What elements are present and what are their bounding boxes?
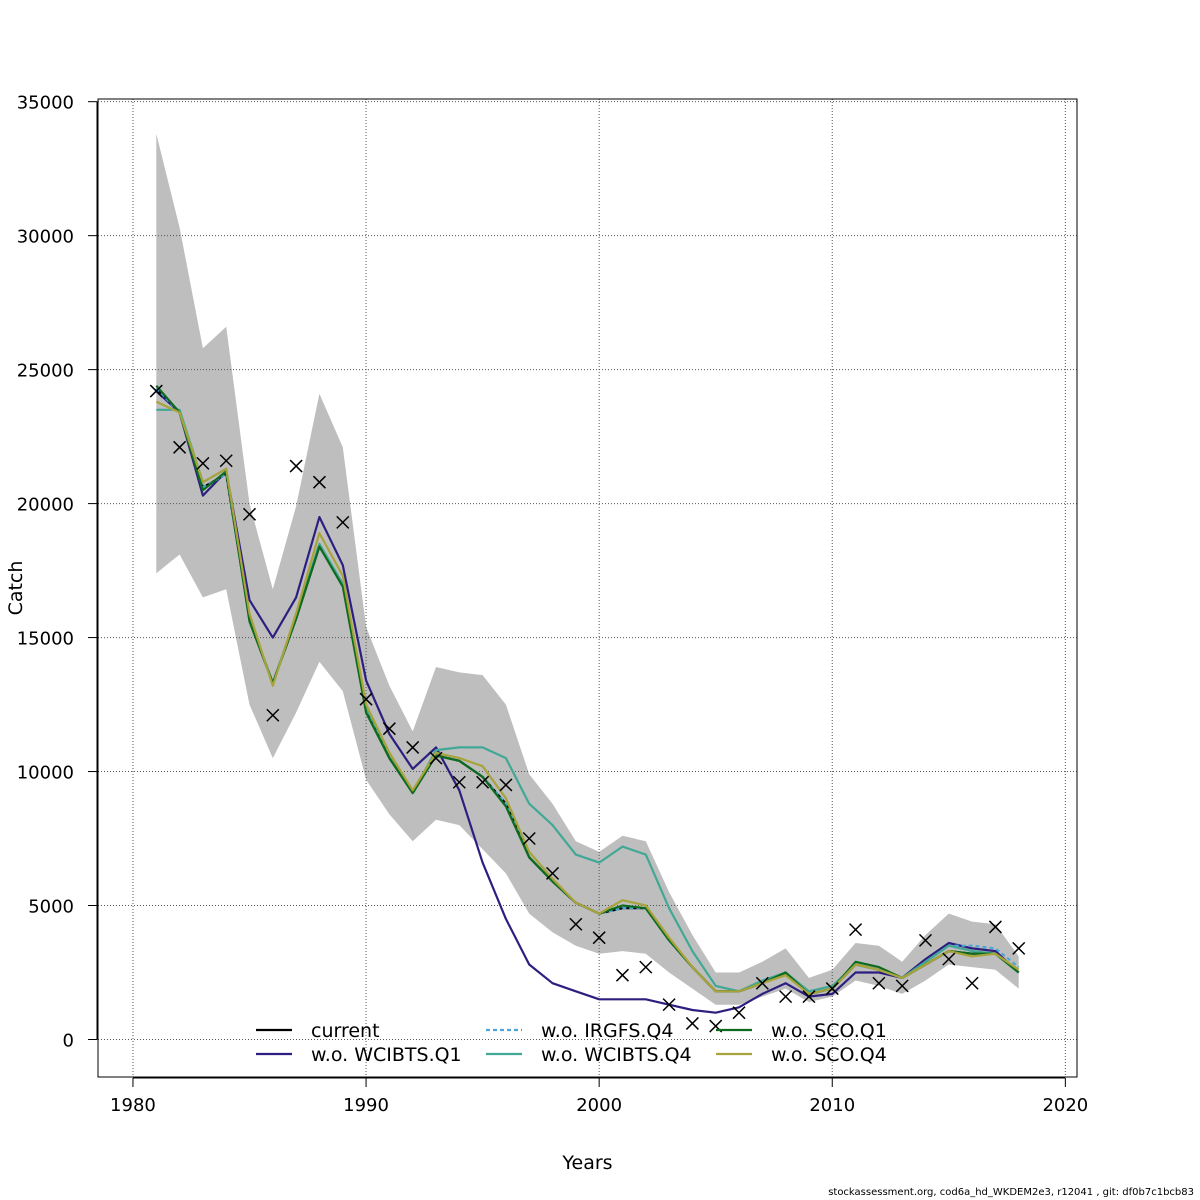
x-tick-label: 2010 xyxy=(809,1095,855,1116)
legend-item: w.o. SCO.Q1 xyxy=(716,1020,887,1042)
legend-label: w.o. WCIBTS.Q4 xyxy=(541,1044,692,1066)
y-tick-label: 0 xyxy=(63,1030,74,1051)
confidence-band-layer xyxy=(156,134,1018,1005)
y-tick-label: 15000 xyxy=(17,629,74,650)
y-tick-label: 10000 xyxy=(17,763,74,784)
legend-item: w.o. SCO.Q4 xyxy=(716,1044,887,1066)
observed-point xyxy=(616,969,628,981)
y-axis-title: Catch xyxy=(5,561,27,616)
observed-point xyxy=(780,991,792,1003)
observed-point xyxy=(290,460,302,472)
observed-point xyxy=(686,1017,698,1029)
x-tick-label: 1980 xyxy=(110,1095,156,1116)
y-tick-label: 25000 xyxy=(17,361,74,382)
y-tick-label: 5000 xyxy=(28,897,74,918)
observed-point xyxy=(966,977,978,989)
observed-point xyxy=(640,961,652,973)
legend-label: w.o. SCO.Q4 xyxy=(771,1044,887,1066)
legend-label: w.o. SCO.Q1 xyxy=(771,1020,887,1042)
x-tick-label: 1990 xyxy=(343,1095,389,1116)
legend-label: w.o. IRGFS.Q4 xyxy=(541,1020,673,1042)
legend-item: w.o. WCIBTS.Q1 xyxy=(256,1044,462,1066)
legend-item: current xyxy=(256,1020,380,1042)
observed-point xyxy=(733,1007,745,1019)
x-tick-label: 2000 xyxy=(576,1095,622,1116)
legend-item: w.o. IRGFS.Q4 xyxy=(486,1020,673,1042)
y-tick-label: 30000 xyxy=(17,227,74,248)
confidence-band xyxy=(156,134,1018,1005)
y-tick-label: 35000 xyxy=(17,93,74,114)
observed-point xyxy=(850,924,862,936)
x-tick-label: 2020 xyxy=(1042,1095,1088,1116)
observed-point xyxy=(1013,942,1025,954)
footer-credit: stockassessment.org, cod6a_hd_WKDEM2e3, … xyxy=(828,1187,1194,1198)
legend-label: w.o. WCIBTS.Q1 xyxy=(311,1044,462,1066)
y-tick-label: 20000 xyxy=(17,495,74,516)
legend-item: w.o. WCIBTS.Q4 xyxy=(486,1044,692,1066)
x-axis-title: Years xyxy=(561,1152,612,1174)
legend-label: current xyxy=(311,1020,380,1042)
